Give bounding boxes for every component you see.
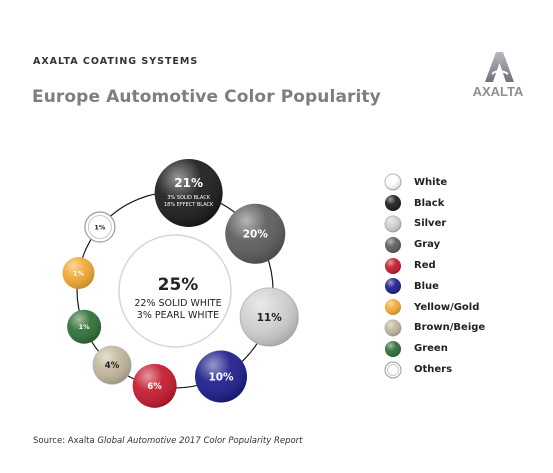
- legend-swatch-brown-beige: [384, 319, 402, 337]
- legend: White Black Silver Gray Red Blue Yellow/Gold Br…: [384, 172, 485, 380]
- bubble-green: 1%: [67, 309, 102, 344]
- black-annotation-1: 3% SOLID BLACK: [167, 195, 210, 201]
- legend-item-brown-beige: Brown/Beige: [384, 318, 485, 339]
- data-label-gray: 20%: [243, 229, 269, 241]
- legend-swatch-gray: [385, 236, 401, 253]
- legend-item-gray: Gray: [384, 234, 485, 255]
- legend-item-red: Red: [384, 255, 485, 276]
- legend-label-black: Black: [414, 197, 445, 209]
- legend-label-others: Others: [414, 364, 453, 376]
- legend-swatch-green: [385, 340, 401, 357]
- legend-item-white: White: [384, 172, 485, 193]
- legend-item-others: Others: [384, 359, 485, 380]
- data-label-yellow-gold: 1%: [73, 269, 85, 277]
- center-annotation-1: 22% SOLID WHITE: [134, 298, 221, 309]
- data-label-brown-beige: 4%: [105, 361, 120, 371]
- bubble-yellow-gold: 1%: [62, 256, 95, 289]
- legend-swatch-blue: [385, 278, 401, 295]
- legend-label-green: Green: [414, 343, 448, 355]
- black-annotation-2: 18% EFFECT BLACK: [164, 202, 214, 208]
- legend-swatch-silver: [384, 215, 402, 233]
- axalta-logo: AXALTA: [473, 52, 524, 99]
- bubble-others: 1%: [84, 211, 116, 243]
- bubble-red: 6%: [132, 363, 177, 408]
- data-label-others: 1%: [94, 223, 106, 231]
- legend-item-yellow-gold: Yellow/Gold: [384, 297, 485, 318]
- legend-swatch-black: [385, 195, 401, 212]
- legend-item-green: Green: [384, 338, 485, 359]
- legend-label-silver: Silver: [414, 218, 447, 230]
- legend-label-yellow-gold: Yellow/Gold: [414, 301, 480, 313]
- legend-item-silver: Silver: [384, 214, 485, 235]
- center-annotation-2: 3% PEARL WHITE: [137, 310, 219, 321]
- legend-swatch-others: [384, 361, 402, 379]
- legend-item-black: Black: [384, 193, 485, 214]
- legend-label-white: White: [414, 176, 448, 188]
- brand-name: AXALTA COATING SYSTEMS: [33, 56, 199, 67]
- legend-item-blue: Blue: [384, 276, 485, 297]
- source-prefix: Source: Axalta: [33, 436, 98, 446]
- legend-swatch-yellow-gold: [385, 299, 401, 316]
- legend-label-gray: Gray: [414, 239, 441, 251]
- data-label-black: 21%: [174, 176, 203, 190]
- data-label-blue: 10%: [208, 371, 234, 383]
- legend-swatch-red: [385, 257, 401, 274]
- source-report-title: Global Automotive 2017 Color Popularity …: [97, 436, 303, 446]
- center-value-label: 25%: [158, 275, 199, 295]
- legend-swatch-white: [384, 173, 402, 191]
- chart-title: Europe Automotive Color Popularity: [32, 87, 381, 107]
- source-note: Source: Axalta Global Automotive 2017 Co…: [33, 436, 303, 446]
- legend-label-brown-beige: Brown/Beige: [414, 322, 486, 334]
- data-label-red: 6%: [147, 382, 162, 392]
- bubble-blue: 10%: [195, 350, 248, 403]
- data-label-green: 1%: [79, 323, 91, 331]
- legend-label-blue: Blue: [414, 280, 439, 292]
- bubble-silver: 11%: [239, 287, 299, 347]
- center-bubble-white: 25% 22% SOLID WHITE 3% PEARL WHITE: [118, 234, 232, 348]
- legend-label-red: Red: [414, 260, 436, 272]
- data-label-silver: 11%: [257, 312, 283, 324]
- bubble-brown-beige: 4%: [92, 345, 132, 385]
- logo-text: AXALTA: [473, 84, 524, 99]
- bubble-gray: 20%: [225, 203, 286, 264]
